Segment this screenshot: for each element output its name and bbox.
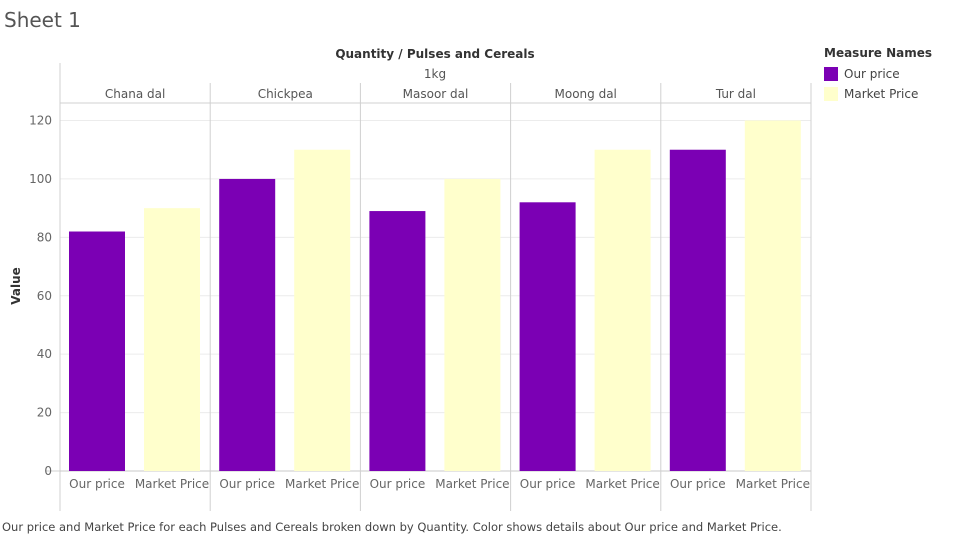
y-tick-label: 20: [37, 406, 52, 420]
y-tick-label: 120: [29, 114, 52, 128]
column-header-title: Quantity / Pulses and Cereals: [335, 47, 534, 61]
bar: [669, 149, 726, 471]
legend-label: Our price: [844, 67, 900, 81]
bar: [444, 178, 501, 471]
category-header: Chickpea: [258, 87, 313, 101]
legend-swatch-market-price: [824, 87, 838, 101]
bar: [294, 149, 351, 471]
bar: [594, 149, 651, 471]
x-tick-label: Market Price: [736, 477, 810, 491]
legend: Measure Names Our price Market Price: [824, 46, 932, 104]
x-tick-label: Our price: [219, 477, 275, 491]
bar: [369, 211, 426, 472]
x-tick-label: Market Price: [585, 477, 659, 491]
x-tick-label: Market Price: [285, 477, 359, 491]
y-tick-label: 0: [44, 464, 52, 478]
y-tick-label: 60: [37, 289, 52, 303]
category-header: Tur dal: [715, 87, 756, 101]
x-tick-label: Our price: [670, 477, 726, 491]
category-headers: Chana dal Chickpea Masoor dal Moong dal Tur …: [105, 87, 756, 101]
x-tick-label: Market Price: [435, 477, 509, 491]
bar: [144, 208, 200, 471]
category-header: Masoor dal: [403, 87, 469, 101]
y-axis-title: Value: [9, 267, 23, 305]
y-axis: 0 20 40 60 80 100 120: [29, 114, 52, 478]
bar: [744, 120, 801, 472]
x-axis: Our price Market Price Our price Market Pri…: [69, 477, 810, 491]
bar: [519, 202, 576, 472]
legend-swatch-our-price: [824, 67, 838, 81]
caption: Our price and Market Price for each Puls…: [2, 520, 782, 534]
sheet-title: Sheet 1: [4, 8, 81, 32]
legend-label: Market Price: [844, 87, 919, 101]
x-tick-label: Market Price: [135, 477, 209, 491]
bar: [219, 178, 276, 471]
legend-title: Measure Names: [824, 46, 933, 60]
category-header: Moong dal: [555, 87, 617, 101]
x-tick-label: Our price: [370, 477, 426, 491]
legend-item-our-price[interactable]: Our price: [824, 64, 932, 84]
category-header: Chana dal: [105, 87, 165, 101]
quantity-header: 1kg: [424, 67, 446, 81]
bars: [69, 120, 801, 472]
y-tick-label: 100: [29, 172, 52, 186]
legend-item-market-price[interactable]: Market Price: [824, 84, 932, 104]
x-tick-label: Our price: [69, 477, 125, 491]
y-tick-label: 80: [37, 230, 52, 244]
x-tick-label: Our price: [520, 477, 576, 491]
y-tick-label: 40: [37, 347, 52, 361]
bar: [69, 231, 125, 471]
